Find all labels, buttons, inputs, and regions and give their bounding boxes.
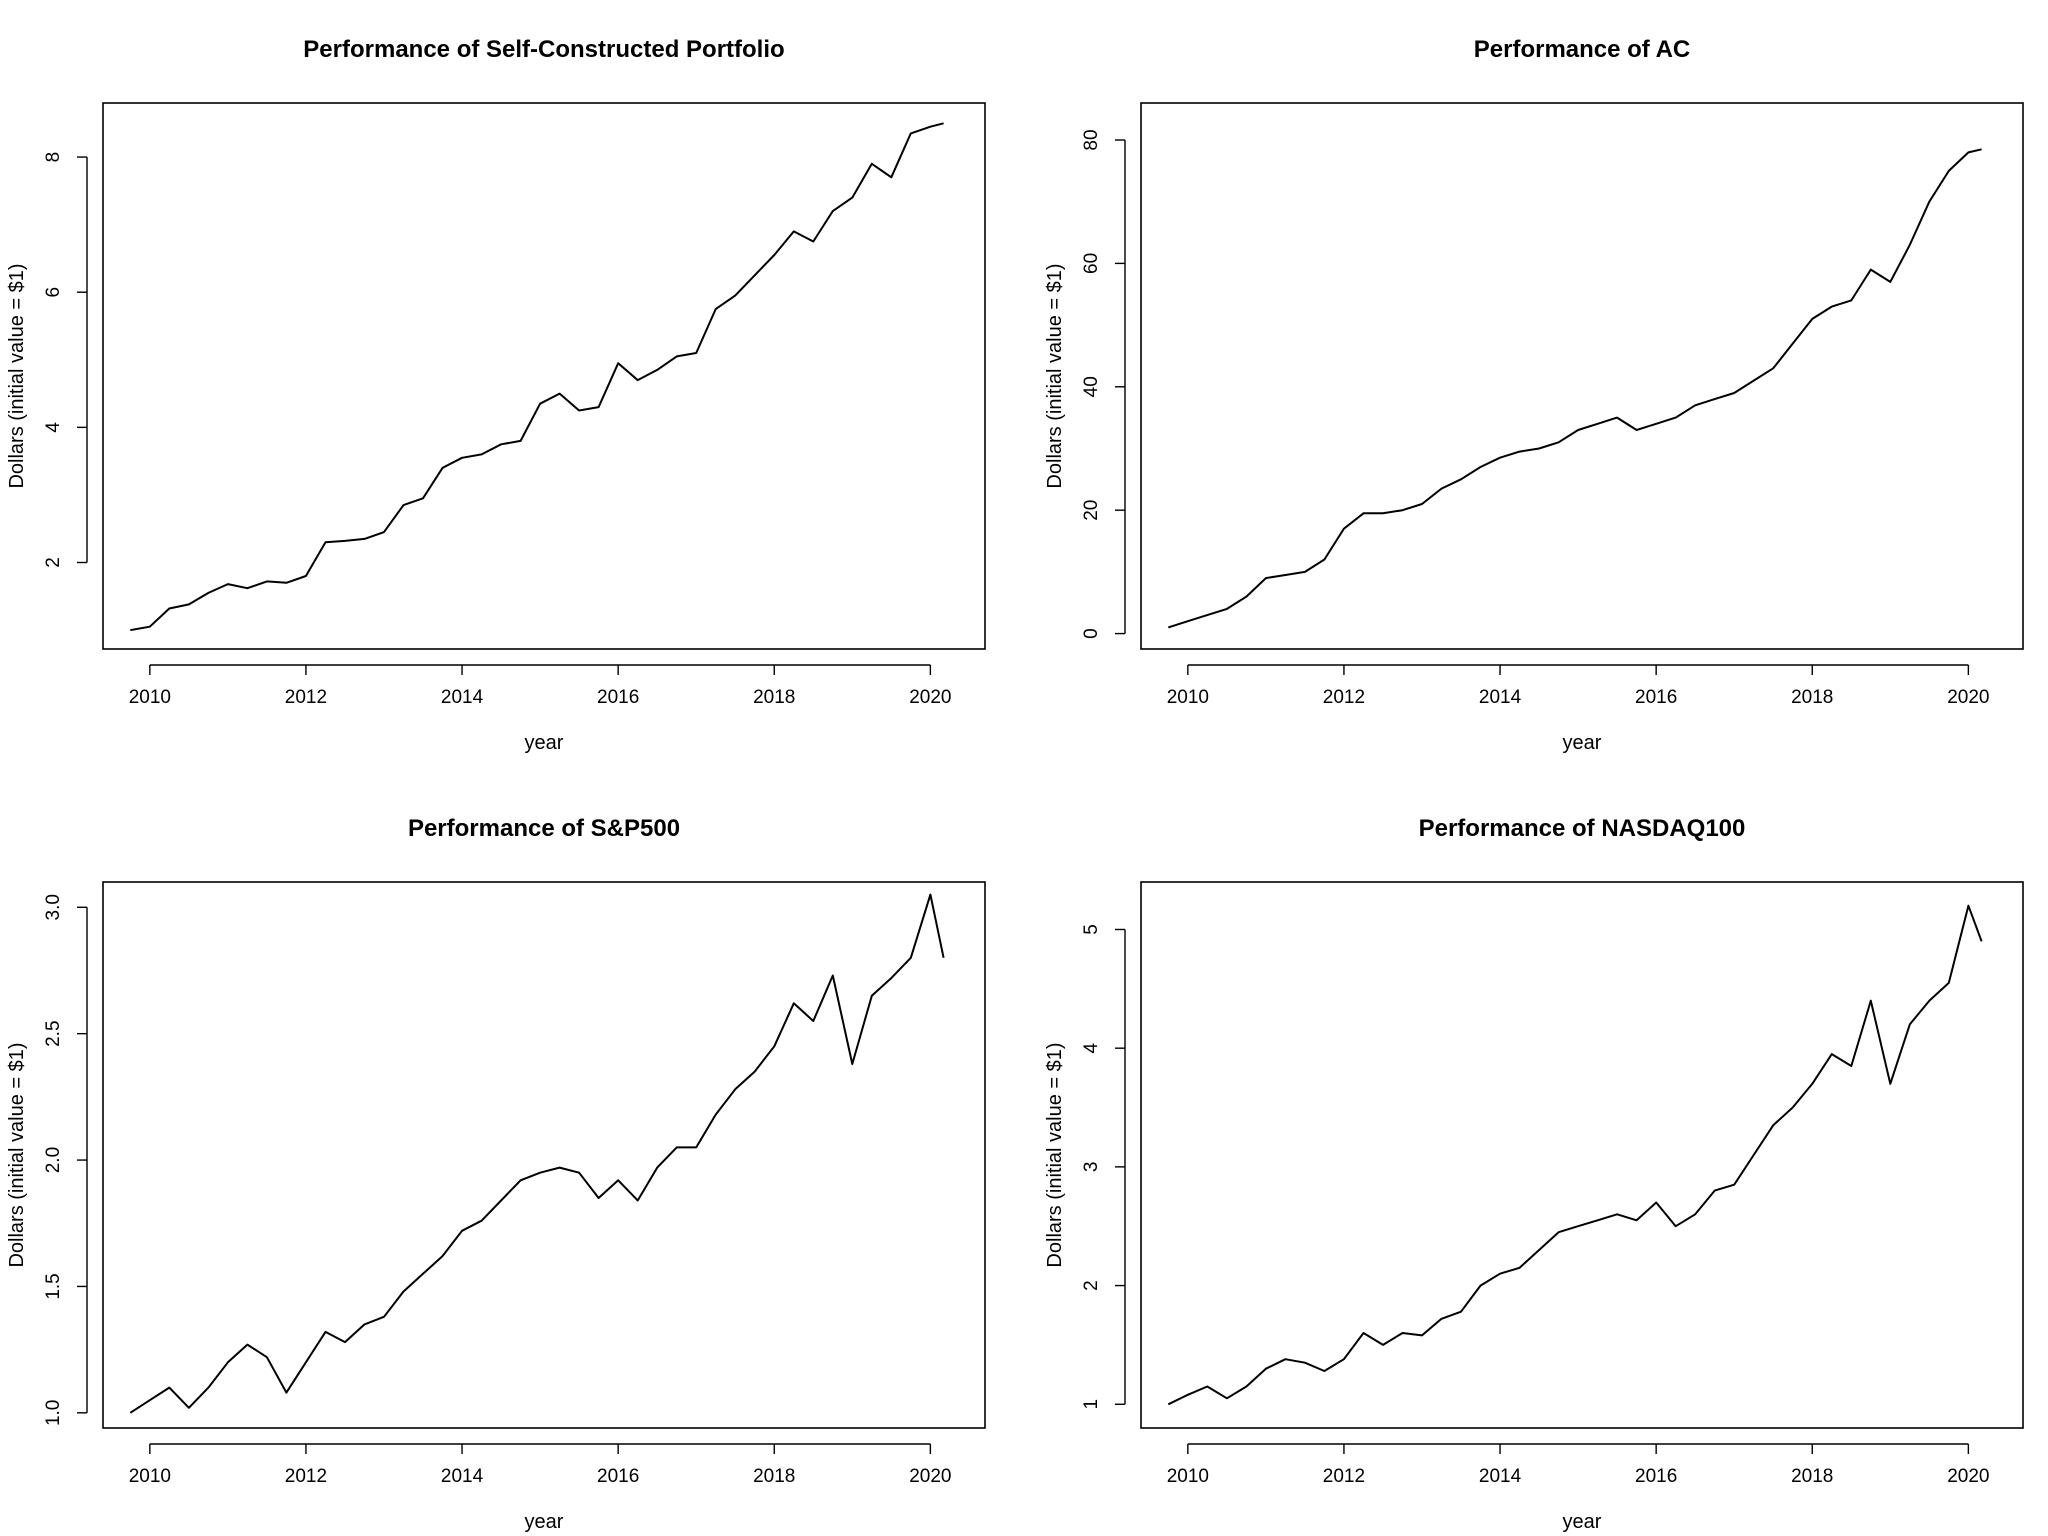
plot-frame <box>102 881 986 1429</box>
x-tick-label: 2018 <box>753 687 795 708</box>
x-tick-label: 2016 <box>597 687 639 708</box>
series-line <box>130 122 944 632</box>
y-tick-label: 5 <box>1081 924 1102 935</box>
y-tick-label: 20 <box>1081 500 1102 521</box>
x-tick-label: 2018 <box>753 1466 795 1487</box>
plot-frame <box>1140 881 2024 1429</box>
y-tick-label: 6 <box>43 287 64 298</box>
x-tick-label: 2016 <box>597 1466 639 1487</box>
y-tick-label: 2 <box>1081 1280 1102 1291</box>
plot-frame <box>1140 102 2024 650</box>
x-axis-label: year <box>525 1511 564 1533</box>
y-axis-label: Dollars (initial value = $1) <box>1044 263 1066 488</box>
x-tick-label: 2018 <box>1791 1466 1833 1487</box>
x-tick-label: 2016 <box>1635 687 1677 708</box>
chart-panel-2: Performance of S&P500 2010 2012 2014 2016 201… <box>6 815 986 1533</box>
y-tick-label: 3.0 <box>43 894 64 920</box>
chart-title: Performance of AC <box>1474 36 1691 63</box>
y-tick-label: 1.0 <box>43 1400 64 1426</box>
series-line <box>129 893 945 1414</box>
x-tick-label: 2014 <box>441 687 484 708</box>
y-tick-label: 2.0 <box>43 1147 64 1173</box>
x-axis-label: year <box>525 732 564 754</box>
y-tick-label: 60 <box>1081 253 1102 274</box>
x-axis-label: year <box>1563 1511 1602 1533</box>
x-tick-label: 2020 <box>1947 1466 1989 1487</box>
chart-title: Performance of S&P500 <box>408 815 680 842</box>
x-tick-label: 2012 <box>1323 1466 1365 1487</box>
y-axis-label: Dollars (initial value = $1) <box>6 263 28 488</box>
x-tick-label: 2010 <box>1167 1466 1209 1487</box>
x-tick-label: 2020 <box>909 1466 951 1487</box>
y-tick-label: 2 <box>43 557 64 568</box>
y-tick-label: 40 <box>1081 376 1102 397</box>
series-line <box>1167 148 1982 629</box>
series-line <box>1167 904 1983 1406</box>
x-tick-label: 2018 <box>1791 687 1833 708</box>
y-tick-label: 0 <box>1081 628 1102 639</box>
y-tick-label: 3 <box>1081 1162 1102 1173</box>
y-axis-label: Dollars (initial value = $1) <box>1044 1042 1066 1267</box>
x-tick-label: 2012 <box>285 1466 327 1487</box>
y-axis-label: Dollars (initial value = $1) <box>6 1042 28 1267</box>
y-tick-label: 1 <box>1081 1399 1102 1410</box>
x-tick-label: 2010 <box>1167 687 1209 708</box>
y-tick-label: 80 <box>1081 129 1102 150</box>
x-tick-label: 2012 <box>285 687 327 708</box>
x-axis-label: year <box>1563 732 1602 754</box>
y-tick-label: 1.5 <box>43 1273 64 1299</box>
plot-frame <box>102 102 986 650</box>
x-tick-label: 2010 <box>129 687 171 708</box>
x-tick-label: 2014 <box>441 1466 484 1487</box>
y-tick-label: 4 <box>1081 1042 1102 1053</box>
y-tick-label: 2.5 <box>43 1020 64 1046</box>
x-tick-label: 2020 <box>1947 687 1989 708</box>
x-tick-label: 2014 <box>1479 687 1522 708</box>
chart-title: Performance of Self-Constructed Portfoli… <box>303 36 784 63</box>
y-tick-label: 8 <box>43 152 64 163</box>
chart-panel-0: Performance of Self-Constructed Portfoli… <box>6 36 986 754</box>
x-tick-label: 2014 <box>1479 1466 1522 1487</box>
chart-title: Performance of NASDAQ100 <box>1419 815 1746 842</box>
y-tick-label: 4 <box>43 422 64 433</box>
x-tick-label: 2012 <box>1323 687 1365 708</box>
x-tick-label: 2010 <box>129 1466 171 1487</box>
x-tick-label: 2016 <box>1635 1466 1677 1487</box>
chart-panel-3: Performance of NASDAQ100 2010 2012 2014 2016… <box>1044 815 2024 1533</box>
x-tick-label: 2020 <box>909 687 951 708</box>
